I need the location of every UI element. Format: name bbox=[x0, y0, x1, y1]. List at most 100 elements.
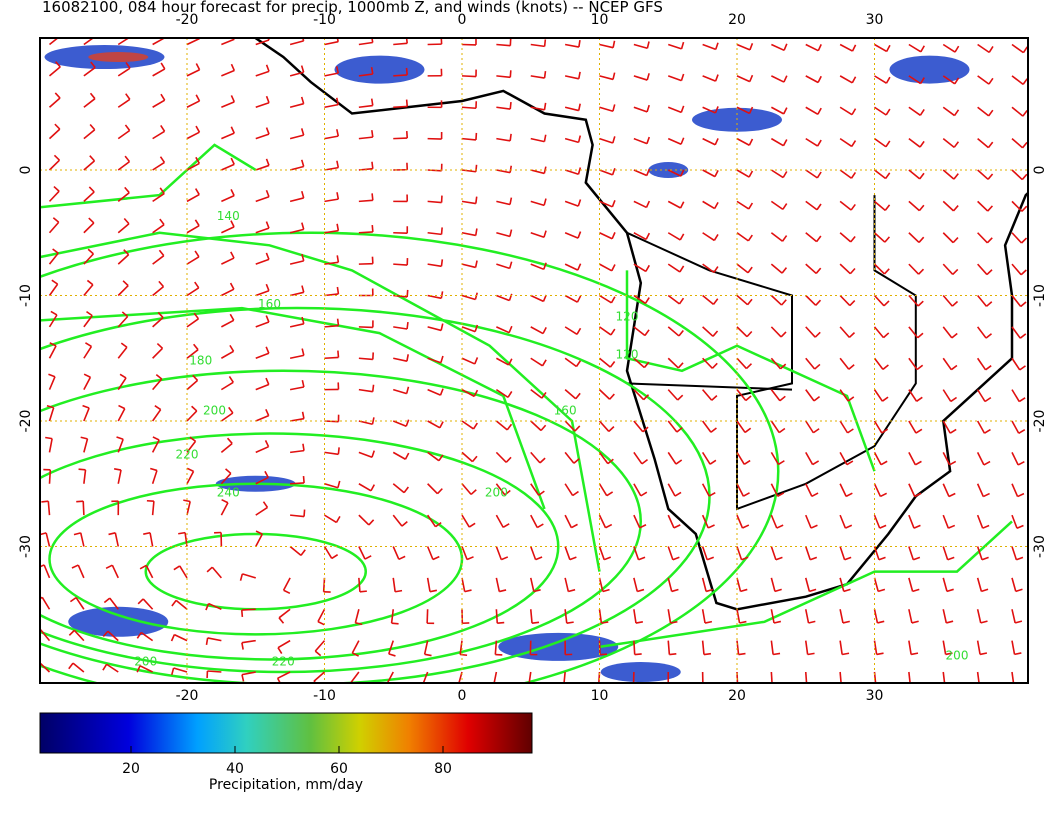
wind-barb bbox=[365, 556, 371, 559]
wind-barb bbox=[88, 249, 93, 254]
wind-barb bbox=[496, 45, 510, 46]
wind-barb bbox=[1014, 685, 1021, 686]
wind-barb bbox=[668, 264, 680, 272]
wind-barb bbox=[337, 161, 338, 168]
wind-barb bbox=[600, 45, 614, 48]
wind-barb bbox=[84, 374, 90, 377]
wind-barb bbox=[84, 68, 95, 76]
wind-barb bbox=[986, 366, 992, 370]
wind-barb bbox=[503, 524, 509, 528]
wind-barb bbox=[284, 590, 290, 593]
wind-barb bbox=[565, 609, 567, 623]
wind-barb bbox=[50, 67, 61, 76]
wind-barb bbox=[496, 609, 497, 623]
contour-label: 180 bbox=[189, 354, 212, 368]
wind-barb bbox=[115, 533, 118, 547]
wind-barb bbox=[920, 141, 924, 147]
wind-barb bbox=[909, 421, 916, 433]
wind-barb bbox=[571, 524, 577, 527]
wind-barb bbox=[221, 382, 233, 389]
wind-barb bbox=[496, 264, 509, 268]
wind-barb bbox=[604, 557, 611, 560]
colorbar-tick-label: 20 bbox=[122, 761, 140, 777]
wind-barb bbox=[496, 296, 509, 301]
wind-barb bbox=[541, 425, 546, 430]
wind-barb bbox=[428, 296, 442, 299]
wind-barb bbox=[229, 407, 233, 413]
wind-barb bbox=[507, 424, 511, 430]
wind-barb bbox=[393, 106, 407, 107]
wind-barb bbox=[256, 71, 269, 75]
wind-barb bbox=[474, 423, 478, 429]
wind-barb bbox=[84, 192, 94, 201]
wind-barb bbox=[471, 490, 476, 495]
wind-barb bbox=[230, 345, 234, 351]
wind-barb bbox=[496, 107, 510, 109]
wind-barb bbox=[668, 201, 680, 208]
wind-barb bbox=[782, 268, 786, 273]
wind-barb bbox=[737, 641, 739, 655]
wind-barb bbox=[978, 107, 989, 116]
wind-barb bbox=[771, 578, 775, 592]
wind-barb bbox=[578, 199, 580, 206]
wind-barb bbox=[359, 515, 369, 525]
wind-barb bbox=[242, 641, 256, 643]
wind-barb bbox=[668, 358, 678, 368]
wind-barb bbox=[1021, 302, 1026, 307]
wind-barb bbox=[221, 71, 234, 76]
wind-barb bbox=[241, 574, 243, 581]
wind-barb bbox=[440, 422, 443, 428]
wind-barb bbox=[988, 206, 993, 211]
wind-barb bbox=[155, 406, 161, 410]
wind-barb bbox=[841, 685, 848, 686]
wind-barb bbox=[639, 557, 646, 560]
wind-barb bbox=[979, 685, 986, 686]
wind-barb bbox=[737, 609, 740, 623]
wind-barb bbox=[496, 452, 506, 462]
wind-barb bbox=[578, 264, 581, 270]
wind-barb bbox=[159, 250, 163, 255]
wind-barb bbox=[537, 524, 543, 527]
wind-barb bbox=[600, 170, 613, 175]
wind-barb bbox=[875, 452, 882, 464]
wind-barb bbox=[749, 139, 752, 145]
wind-barb bbox=[978, 421, 985, 433]
wind-barb bbox=[462, 76, 476, 77]
wind-barb bbox=[668, 139, 681, 145]
contour-label: 120 bbox=[616, 347, 639, 361]
wind-barb bbox=[875, 609, 878, 623]
wind-barb bbox=[266, 316, 269, 322]
wind-barb bbox=[954, 174, 958, 179]
wind-barb bbox=[441, 356, 443, 363]
wind-barb bbox=[124, 219, 129, 224]
wind-barb bbox=[267, 65, 269, 72]
wind-barb bbox=[359, 390, 373, 392]
wind-barb bbox=[913, 557, 920, 559]
wind-barb bbox=[425, 654, 432, 655]
wind-barb bbox=[577, 296, 580, 302]
wind-barb bbox=[187, 70, 200, 76]
wind-barb bbox=[172, 668, 174, 675]
wind-barb bbox=[440, 389, 443, 396]
wind-barb bbox=[771, 547, 776, 560]
wind-barb bbox=[773, 653, 780, 654]
wind-barb bbox=[987, 270, 992, 275]
wind-barb bbox=[106, 565, 112, 568]
wind-barb bbox=[465, 590, 472, 592]
wind-barb bbox=[55, 124, 60, 129]
wind-barb bbox=[41, 501, 48, 502]
wind-barb bbox=[325, 42, 339, 45]
wind-barb bbox=[290, 261, 304, 264]
wind-barb bbox=[256, 507, 268, 515]
wind-barb bbox=[476, 197, 477, 204]
wind-barb bbox=[221, 443, 232, 452]
coastline bbox=[228, 0, 1056, 609]
wind-barb bbox=[126, 31, 130, 37]
wind-barb bbox=[943, 107, 954, 115]
wind-barb bbox=[909, 201, 920, 210]
contour-label: 160 bbox=[554, 404, 577, 418]
wind-barb bbox=[576, 361, 580, 367]
wind-barb bbox=[79, 469, 86, 470]
wind-barb bbox=[187, 380, 198, 389]
wind-barb bbox=[84, 285, 93, 296]
